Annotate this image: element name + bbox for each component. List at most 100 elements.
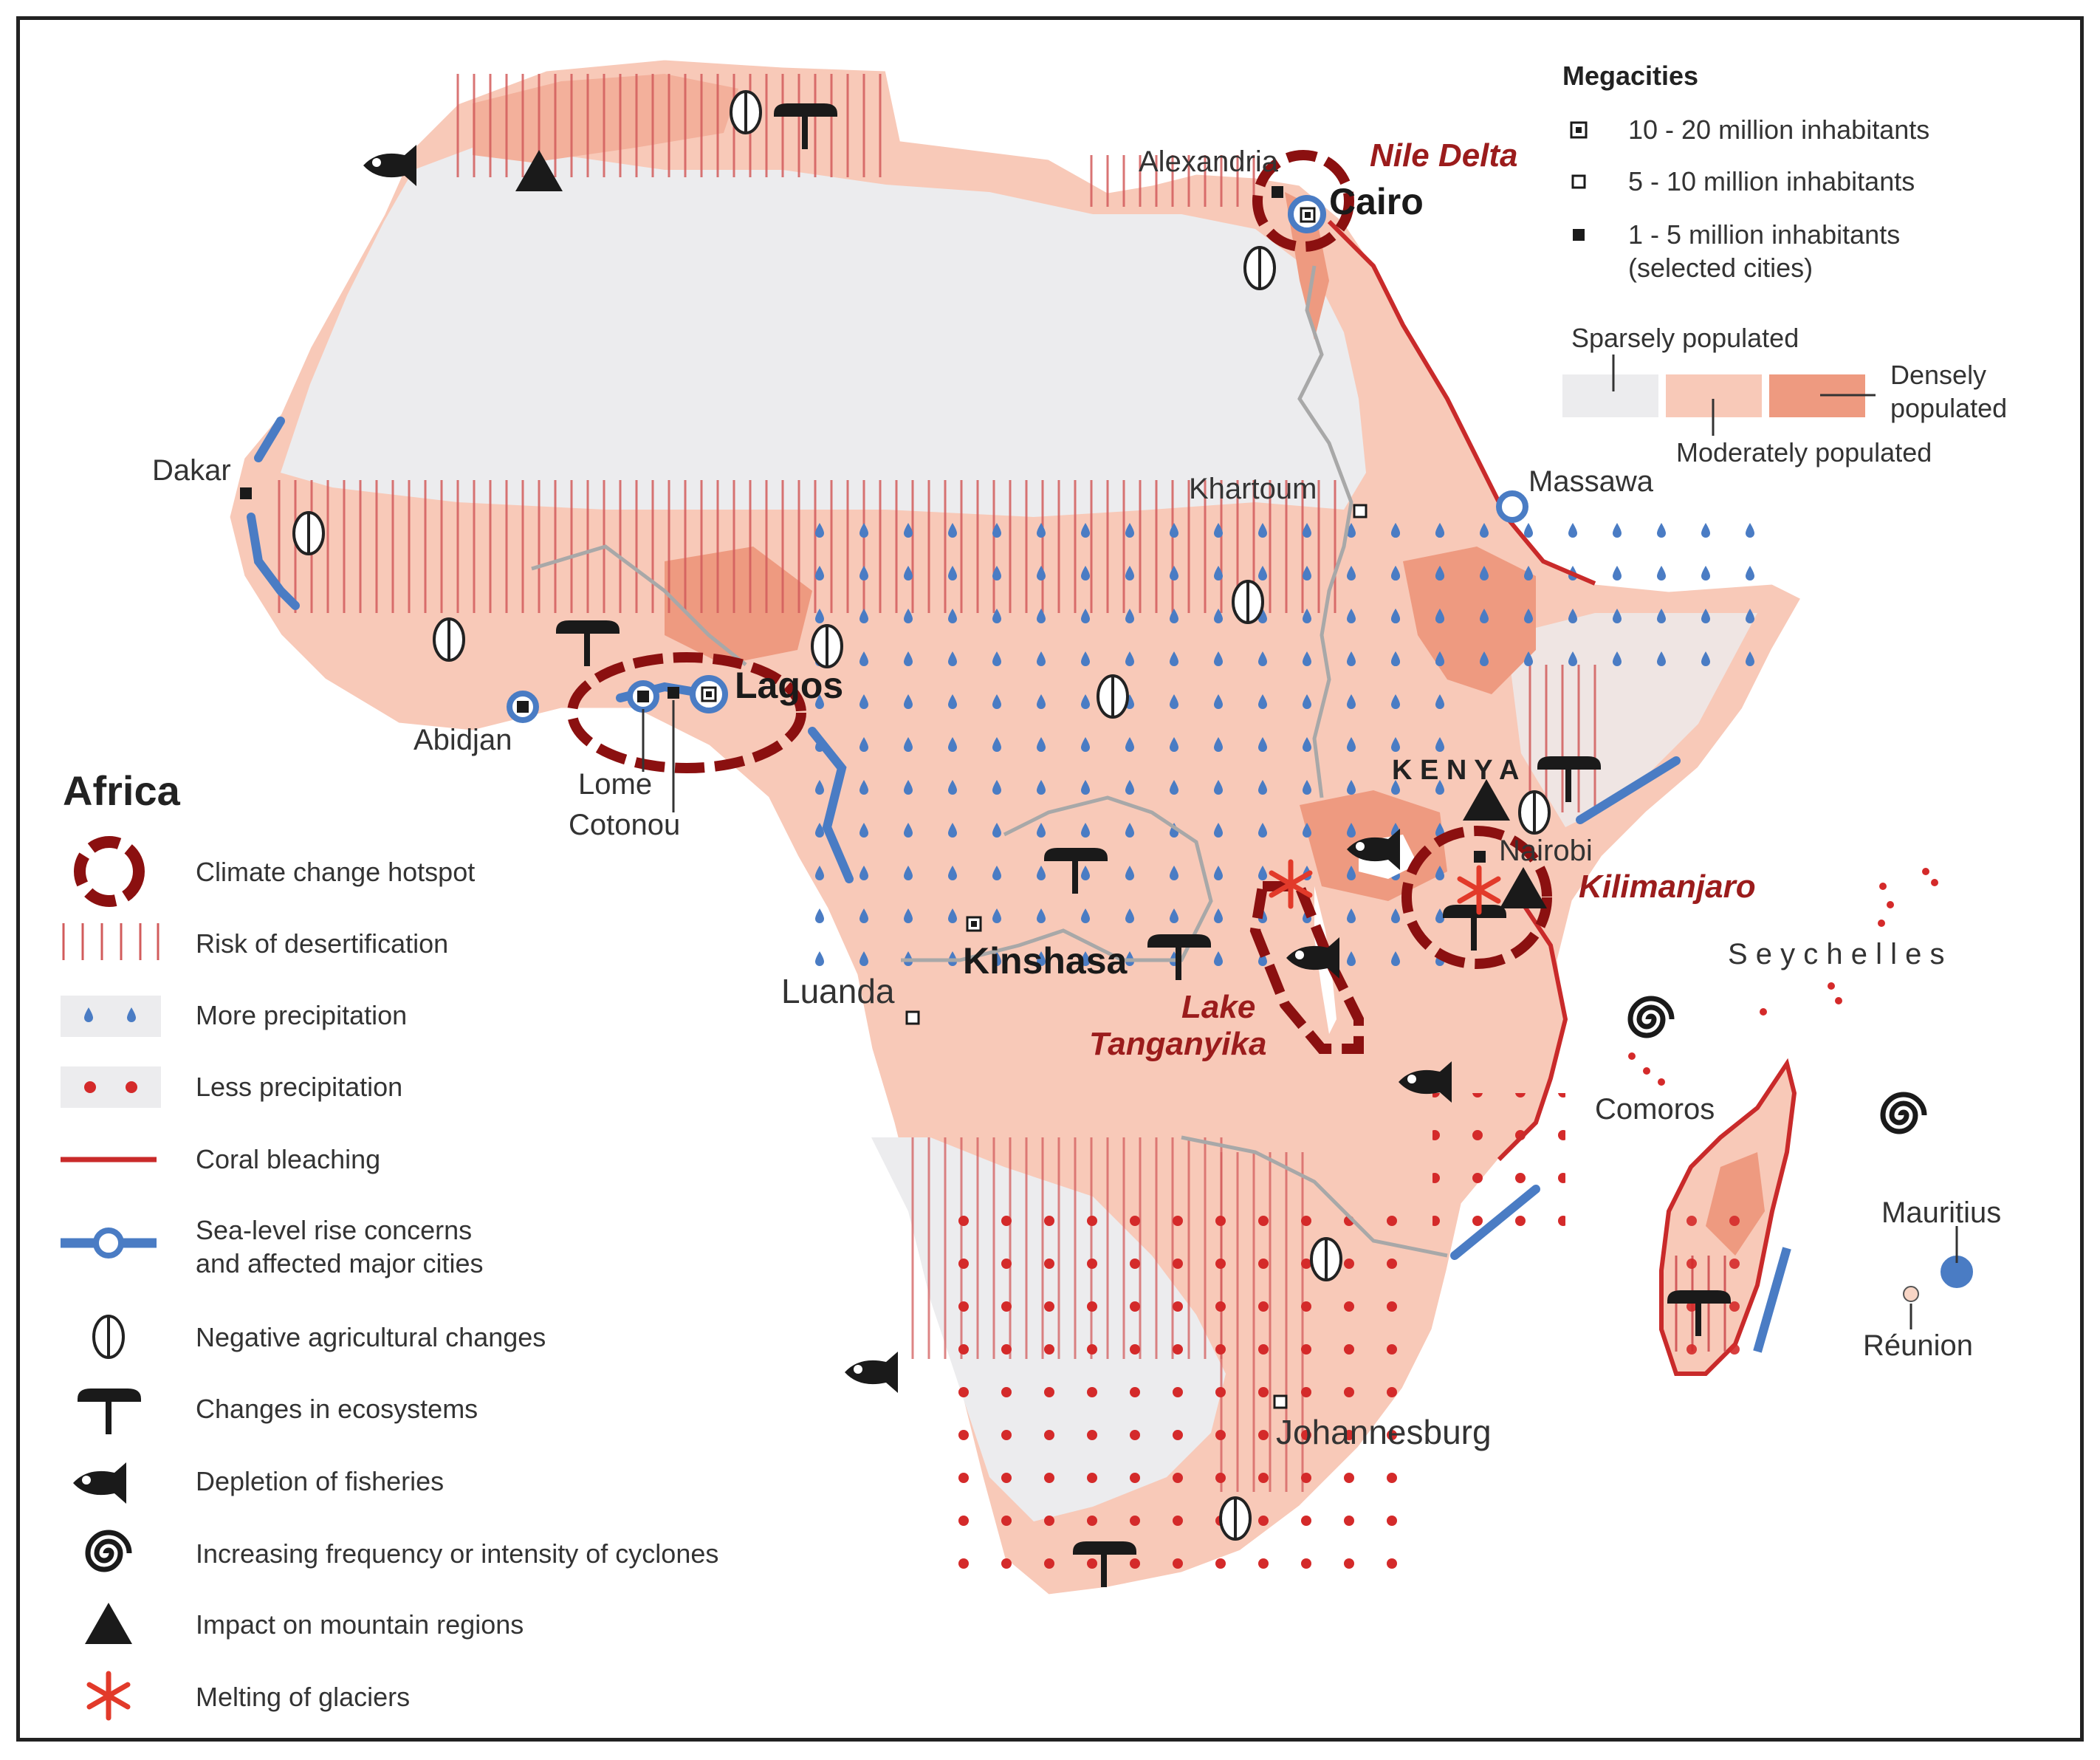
khartoum-marker	[1353, 504, 1368, 518]
legend-item-6b: and affected major cities	[196, 1248, 484, 1278]
label-lome: Lome	[578, 768, 652, 801]
leaf-icon	[92, 1315, 125, 1359]
megacities-item-4: (selected cities)	[1628, 253, 1813, 283]
rivers	[531, 265, 1448, 1258]
coral-east-africa	[1497, 900, 1568, 1162]
dakar-marker	[240, 487, 252, 499]
spiral-icon	[88, 1533, 129, 1569]
megacities-item-2: 5 - 10 million inhabitants	[1628, 166, 1915, 196]
pop-sparse-label: Sparsely populated	[1571, 323, 1799, 353]
agri-icon-sudan	[1232, 580, 1264, 624]
leader-lines	[642, 700, 1958, 1329]
map-labels: Alexandria Cairo Nile Delta Dakar Kharto…	[152, 137, 2001, 1451]
agri-icon-egypt	[1243, 246, 1276, 290]
city-markers	[240, 186, 1919, 1409]
legend-item-7: Negative agricultural changes	[196, 1322, 546, 1352]
legend-item-6: Sea-level rise concerns	[196, 1215, 472, 1245]
hotspot-lake-tanganyika	[1249, 881, 1364, 1054]
label-nile-delta: Nile Delta	[1370, 137, 1518, 174]
legend-item-9: Depletion of fisheries	[196, 1466, 444, 1496]
agri-icon-algeria	[730, 90, 762, 134]
label-mauritius: Mauritius	[1881, 1196, 2001, 1229]
lome-marker	[637, 691, 649, 702]
cyclone-icon-mauritius	[1883, 1095, 1924, 1131]
label-lagos: Lagos	[735, 665, 843, 706]
blue-drops-bg	[61, 996, 161, 1037]
label-alexandria: Alexandria	[1139, 145, 1279, 178]
lagos-marker-dot	[706, 691, 712, 697]
cairo-marker-dot	[1305, 212, 1311, 218]
pop-moderate-label: Moderately populated	[1676, 437, 1932, 468]
megacities-heading: Megacities	[1562, 61, 1698, 91]
massawa-circle	[1496, 490, 1528, 523]
sea-level-mozambique	[1450, 1185, 1540, 1260]
kinshasa-marker-dot	[971, 921, 977, 927]
legend-item-12: Melting of glaciers	[196, 1682, 410, 1712]
blue-drops-icon	[84, 1007, 136, 1022]
label-lake-1: Lake	[1181, 989, 1255, 1025]
label-comoros: Comoros	[1595, 1093, 1715, 1126]
zambezi-river	[1181, 1135, 1448, 1258]
cotonou-marker	[668, 687, 679, 699]
nairobi-marker	[1474, 851, 1486, 863]
cyclone-icon-comoros	[1630, 999, 1672, 1035]
agri-icon-senegal	[292, 511, 325, 555]
legend-item-3: More precipitation	[196, 1000, 407, 1030]
agri-icon-mali	[433, 617, 465, 662]
megacities-item-1: 10 - 20 million inhabitants	[1628, 114, 1929, 145]
madagascar-sea-level	[1753, 1247, 1791, 1353]
legend-item-1: Climate change hotspot	[196, 857, 475, 887]
label-kinshasa: Kinshasa	[963, 940, 1128, 982]
island-dots	[1628, 868, 1938, 1086]
population-legend: Sparsely populated Densely populated Mod…	[1562, 323, 2007, 468]
desert-north	[443, 74, 886, 177]
hollow-square-icon	[1571, 174, 1586, 189]
niger-river	[531, 544, 747, 666]
asterisk-icon	[89, 1674, 128, 1718]
label-nairobi: Nairobi	[1499, 835, 1593, 867]
megacities-item-3: 1 - 5 million inhabitants	[1628, 219, 1900, 250]
legend-item-4: Less precipitation	[196, 1072, 402, 1102]
sea-level-congo	[808, 727, 854, 883]
sea-level-somalia	[1576, 756, 1681, 824]
label-abidjan: Abidjan	[414, 724, 512, 756]
hotspots	[567, 150, 1552, 1054]
agri-icon-kenya	[1518, 790, 1551, 835]
desert-libya	[1078, 155, 1255, 207]
more-precipitation-east	[1359, 517, 1787, 687]
blue-line-circle-icon	[61, 1227, 157, 1259]
megacities-legend: Megacities 10 - 20 million inhabitants 5…	[1562, 61, 1929, 283]
red-dots-bg	[61, 1066, 161, 1108]
red-dots-icon	[84, 1081, 137, 1093]
agri-icon-car	[1097, 674, 1129, 719]
coral-bleaching	[1327, 219, 1596, 1162]
desertification-stripes-icon	[62, 923, 159, 960]
pop-sparse-swatch	[1562, 374, 1658, 417]
reunion-dot	[1903, 1286, 1919, 1302]
legend-item-2: Risk of desertification	[196, 928, 448, 959]
pop-dense-label-1: Densely	[1890, 360, 1986, 390]
alexandria-marker	[1272, 186, 1283, 198]
label-luanda: Luanda	[781, 972, 895, 1010]
coral-red-sea	[1327, 219, 1596, 586]
label-cairo: Cairo	[1329, 181, 1424, 222]
less-precipitation-south	[953, 1211, 1425, 1595]
abidjan-marker	[517, 701, 529, 713]
hotspot-kilimanjaro	[1401, 826, 1552, 969]
label-kenya: K E N Y A	[1392, 755, 1519, 786]
agri-icon-zambia	[1310, 1237, 1342, 1281]
label-massawa: Massawa	[1528, 465, 1654, 498]
hotspot-lagos	[567, 652, 806, 773]
legend-item-11: Impact on mountain regions	[196, 1609, 524, 1640]
tree-icon	[78, 1389, 141, 1434]
triangle-icon	[85, 1603, 132, 1644]
label-reunion: Réunion	[1863, 1329, 1973, 1362]
fish-icon	[73, 1462, 126, 1504]
label-dakar: Dakar	[152, 454, 231, 487]
sahara-sparse	[281, 148, 1366, 517]
sea-level-senegal	[247, 513, 300, 610]
congo-river	[901, 795, 1213, 962]
sea-level-senegal-n	[254, 417, 285, 462]
fish-icon-namibia	[845, 1352, 898, 1393]
